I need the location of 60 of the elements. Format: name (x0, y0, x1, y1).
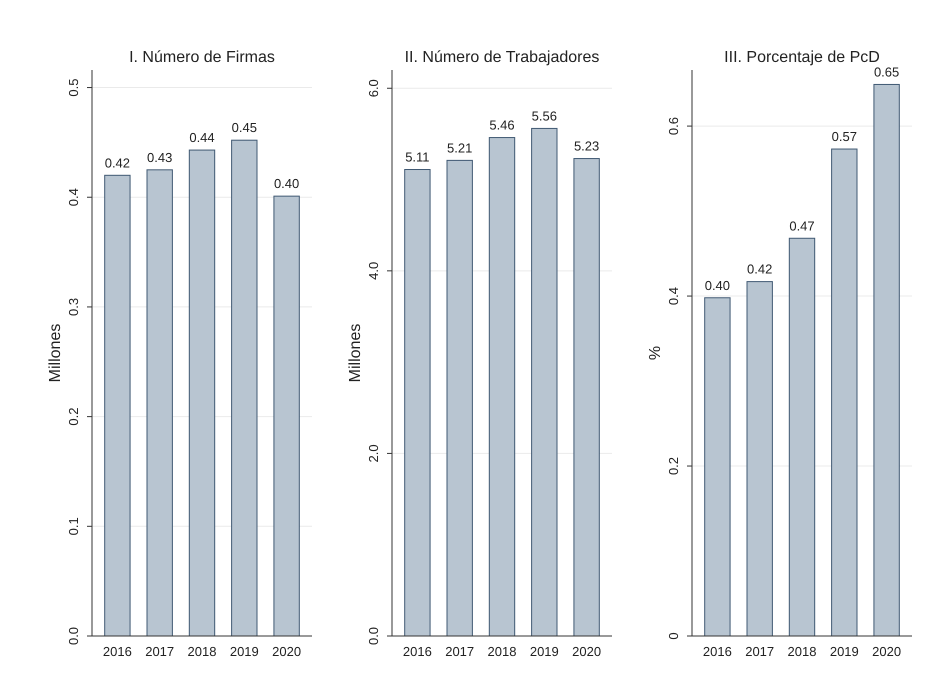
bar (273, 196, 300, 636)
chart-title: I. Número de Firmas (129, 49, 275, 66)
data-label: 5.21 (447, 140, 472, 156)
data-label: 0.42 (104, 155, 130, 170)
data-label: 0.42 (747, 262, 772, 277)
bar (146, 169, 173, 636)
data-label: 0.45 (232, 120, 257, 136)
data-label: 5.46 (489, 118, 515, 133)
y-axis-title: Millones (347, 324, 364, 382)
x-tick-label: 2016 (102, 644, 132, 659)
x-tick-label: 2018 (788, 644, 816, 659)
chart-title: II. Número de Trabajadores (404, 49, 600, 66)
y-tick-label: 0.5 (66, 78, 81, 97)
y-tick-label: 2.0 (366, 444, 381, 462)
bar (831, 148, 858, 636)
y-tick-label: 0.0 (66, 626, 81, 646)
y-tick-label: 0.4 (66, 188, 81, 206)
x-tick-label: 2020 (572, 644, 602, 659)
x-tick-label: 2018 (488, 644, 516, 659)
bar (746, 281, 773, 636)
y-axis-title: Millones (47, 324, 64, 382)
x-tick-label: 2020 (872, 644, 902, 659)
bar (788, 238, 816, 636)
x-tick-label: 2019 (530, 644, 559, 659)
data-label: 0.44 (189, 130, 215, 146)
bar (704, 297, 731, 636)
x-tick-label: 2019 (230, 644, 259, 659)
data-label: 5.23 (574, 138, 600, 154)
data-label: 0.57 (832, 129, 857, 144)
y-tick-label: 0.1 (66, 517, 81, 536)
x-tick-label: 2018 (188, 644, 216, 659)
data-label: 0.43 (147, 150, 172, 165)
y-tick-label: 0.2 (666, 456, 681, 476)
y-tick-label: 6.0 (366, 79, 381, 98)
bar (104, 174, 131, 636)
x-tick-label: 2017 (745, 644, 774, 659)
y-tick-label: 4.0 (366, 262, 381, 280)
data-label: 0.40 (274, 176, 300, 192)
data-label: 0.40 (704, 278, 730, 293)
chart-title: III. Porcentaje de PcD (724, 49, 880, 66)
y-tick-label: 0.4 (666, 287, 681, 306)
y-tick-label: 0.2 (66, 408, 81, 426)
x-tick-label: 2017 (145, 644, 174, 659)
x-tick-label: 2017 (445, 644, 474, 659)
y-tick-label: 0.3 (66, 298, 81, 316)
data-label: 0.65 (874, 64, 900, 80)
y-tick-label: 0.0 (366, 626, 381, 646)
data-label: 5.56 (532, 108, 557, 124)
bar (231, 140, 258, 636)
y-tick-label: 0 (666, 632, 681, 640)
bar (873, 84, 900, 636)
x-tick-label: 2016 (402, 644, 432, 659)
y-tick-label: 0.6 (666, 117, 681, 136)
x-tick-label: 2016 (702, 644, 732, 659)
data-label: 0.47 (789, 218, 815, 234)
y-axis-title: % (647, 346, 664, 360)
bar (188, 150, 216, 636)
data-label: 5.11 (405, 150, 430, 165)
x-tick-label: 2019 (830, 644, 859, 659)
x-tick-label: 2020 (272, 644, 302, 659)
